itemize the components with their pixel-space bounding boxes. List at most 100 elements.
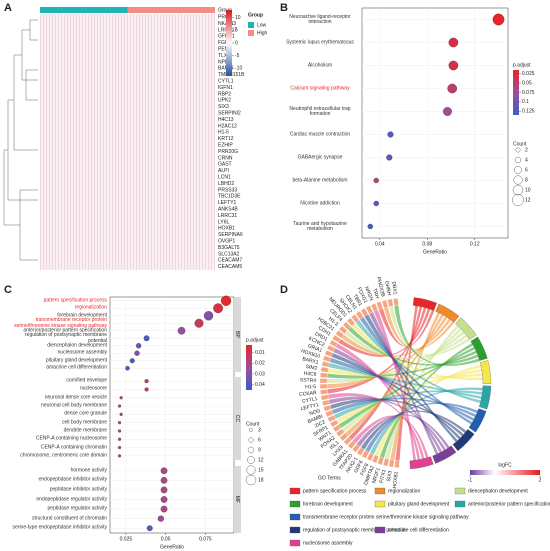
colorbar	[246, 345, 252, 390]
x-tick-label: 0.12	[470, 241, 480, 247]
y-tick-label: amacrine cell differentiation	[46, 364, 107, 371]
gene-arc	[387, 298, 394, 307]
y-tick-label: regulation of postsynaptic membrane pote…	[25, 332, 107, 344]
gene-arc	[342, 321, 352, 331]
row-label: TBC1D3E	[218, 194, 241, 200]
gene-label: LEFTY1	[300, 402, 319, 412]
gene-arc	[320, 372, 328, 378]
row-label: LY6L	[218, 219, 230, 225]
y-tick-label: Calcium signaling pathway	[290, 84, 350, 91]
gene-label: GDF6	[353, 459, 365, 474]
row-label: PRR20G	[218, 149, 238, 155]
legend-label: pituitary gland development	[388, 501, 450, 507]
size-key-label: 12	[258, 457, 264, 463]
dot	[119, 412, 123, 416]
gene-arc	[377, 456, 385, 466]
colorbar-tick-label: 0.125	[522, 109, 535, 115]
gene-arc	[322, 355, 332, 363]
x-axis-title: GeneRatio	[160, 544, 184, 550]
gene-arc	[321, 399, 331, 407]
gene-label: ISL1	[329, 440, 341, 451]
row-label: TLX1	[218, 53, 230, 59]
facet-label: MF	[234, 496, 240, 503]
gene-arc	[320, 366, 329, 373]
row-label: ALPI	[218, 168, 229, 174]
gene-arc	[332, 424, 342, 433]
chord-ribbon	[369, 311, 439, 455]
gene-label: BAMBI	[307, 414, 324, 425]
dot	[129, 358, 135, 364]
y-tick-label: endopeptidase inhibitor activity	[38, 476, 107, 483]
y-tick-label: nucleosome assembly	[57, 349, 107, 356]
row-label: PENK	[218, 47, 232, 53]
dot	[157, 515, 165, 522]
dot	[160, 467, 168, 475]
legend-swatch	[289, 526, 301, 534]
term-arc	[409, 456, 434, 469]
y-tick-label: cell body membrane	[61, 419, 107, 426]
size-key-label: 12	[525, 197, 531, 203]
legend-label: nucleosome assembly	[303, 540, 353, 546]
colorbar-tick-label: 0.03	[255, 371, 265, 377]
row-label: SIX3	[218, 104, 229, 110]
legend-swatch	[248, 30, 254, 36]
size-key	[513, 175, 523, 185]
row-label: EZHIP	[218, 143, 233, 149]
y-tick-label: regionalization	[74, 304, 107, 311]
gene-label: GRIA1	[307, 343, 323, 354]
legend-swatch	[454, 500, 466, 508]
row-label: HOXB1	[218, 226, 235, 232]
gene-arc	[338, 325, 348, 335]
y-tick-label: CENP-A containing chromatin	[40, 443, 107, 450]
gene-label: HOXB1	[392, 471, 400, 489]
legend-label: Low	[257, 22, 267, 28]
y-tick-label: transmembrane receptor protein serine/th…	[14, 317, 107, 329]
gene-arc	[325, 409, 334, 418]
legend-title: p.adjust	[246, 337, 264, 343]
gene-arc	[351, 314, 360, 323]
y-tick-label: peptidase inhibitor activity	[49, 486, 107, 493]
y-tick-label: pattern specification process	[43, 297, 107, 304]
size-key	[246, 465, 256, 475]
gene-arc	[382, 458, 390, 467]
legend-label: regionalization	[388, 488, 420, 494]
heatmap-body	[40, 14, 215, 270]
term-arc	[468, 408, 487, 433]
size-key-label: 3	[258, 427, 261, 433]
term-arc	[452, 429, 475, 452]
gene-arc	[343, 436, 352, 446]
gene-arc	[361, 449, 370, 459]
legend-swatch	[374, 500, 386, 508]
gene-arc	[365, 305, 374, 314]
chord-ribbon	[390, 312, 441, 461]
legend-label: forebrain development	[303, 501, 353, 507]
row-label: SERPINA6	[218, 232, 243, 238]
row-label: ANKS4B	[218, 207, 238, 213]
legend-label: transmembrane receptor protein serine/th…	[303, 514, 469, 520]
y-tick-label: anterior/posterior pattern specification	[23, 327, 107, 334]
chord-ribbon	[356, 414, 450, 449]
row-label: LRRC31	[218, 213, 237, 219]
gene-label: FGF8	[359, 462, 370, 476]
chord-ribbon	[344, 330, 468, 360]
chord-ribbon	[352, 415, 429, 459]
gene-arc	[355, 310, 364, 320]
row-label: FGF8	[218, 40, 231, 46]
legend-title: Count	[513, 141, 527, 147]
y-tick-label: beta-Alanine metabolism	[292, 176, 348, 183]
legend-swatch	[289, 539, 301, 547]
colorbar-tick-label: 2	[539, 477, 542, 483]
gene-label: BARX1	[302, 356, 320, 366]
facet-strip	[234, 377, 241, 460]
y-tick-label: Nicotine addiction	[300, 199, 340, 206]
dot	[220, 295, 232, 306]
dot	[373, 177, 379, 184]
row-label: SLC13A2	[218, 251, 240, 257]
panel-label: C	[4, 284, 12, 296]
dot	[117, 429, 122, 433]
dendrogram	[3, 19, 38, 261]
y-tick-label: peptidase regulator activity	[47, 505, 107, 512]
dot	[386, 154, 393, 161]
row-label: GAST	[218, 162, 232, 168]
